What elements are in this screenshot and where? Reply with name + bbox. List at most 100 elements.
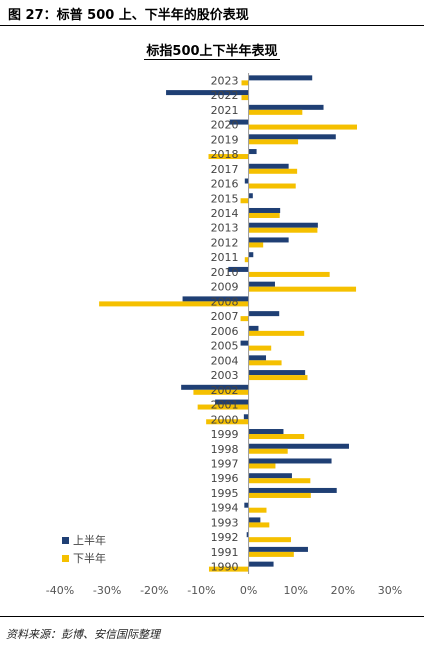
category-label-2009: 2009	[211, 281, 239, 294]
bar-h2-1991	[248, 551, 294, 557]
category-label-2005: 2005	[211, 340, 239, 353]
bar-h2-2002	[193, 389, 249, 395]
bar-h1-2017	[248, 163, 289, 169]
x-tick-label: 10%	[283, 584, 307, 597]
bar-h2-2004	[248, 360, 282, 366]
bar-h2-1990	[208, 566, 249, 572]
bar-h2-1999	[248, 434, 305, 440]
bar-h1-1991	[248, 546, 308, 552]
bar-h1-2006	[248, 325, 259, 331]
x-tick-label: 20%	[331, 584, 355, 597]
bar-h1-2002	[181, 384, 249, 390]
bar-h1-2023	[248, 75, 313, 81]
bar-h1-2004	[248, 355, 267, 361]
category-label-2015: 2015	[211, 192, 239, 205]
category-label-1994: 1994	[211, 502, 239, 515]
bar-h1-1999	[248, 429, 284, 435]
bar-h1-2013	[248, 222, 318, 228]
category-label-2006: 2006	[211, 325, 239, 338]
bar-h2-2015	[240, 198, 249, 204]
category-label-2012: 2012	[211, 236, 239, 249]
category-label-2010: 2010	[211, 266, 239, 279]
bar-h1-2011	[248, 252, 254, 258]
bar-h2-2017	[248, 168, 298, 174]
bar-chart: 2023202220212020201920182017201620152014…	[46, 73, 402, 597]
x-tick-label: -30%	[93, 584, 121, 597]
bar-h2-2018	[208, 154, 249, 160]
category-label-2023: 2023	[211, 74, 239, 87]
figure-title: 图 27：标普 500 上、下半年的股价表现	[0, 0, 424, 26]
category-label-1995: 1995	[211, 487, 239, 500]
bar-h1-2021	[248, 104, 324, 110]
category-label-1999: 1999	[211, 428, 239, 441]
bar-h2-1995	[248, 492, 311, 498]
bar-h1-2015	[248, 193, 253, 199]
bar-h1-1994	[244, 502, 249, 508]
bar-h1-2022	[166, 90, 249, 96]
bar-h2-2020	[248, 124, 357, 130]
bar-h1-2010	[228, 266, 249, 272]
source-note: 资料来源：彭博、安信国际整理	[0, 616, 424, 642]
bar-h2-2006	[248, 330, 305, 336]
x-tick-label: 0%	[240, 584, 257, 597]
category-label-2000: 2000	[211, 413, 239, 426]
bar-h2-2007	[240, 316, 249, 322]
bar-h2-2013	[248, 227, 318, 233]
bar-h2-1992	[248, 537, 291, 543]
category-label-1993: 1993	[211, 516, 239, 529]
legend-label-h1: 上半年	[73, 534, 106, 547]
category-label-1992: 1992	[211, 531, 239, 544]
bar-h1-2014	[248, 207, 281, 213]
bar-h2-2019	[248, 139, 299, 145]
bar-h1-2016	[244, 178, 249, 184]
bar-h1-2019	[248, 134, 336, 140]
bar-h2-2012	[248, 242, 264, 248]
category-label-2022: 2022	[211, 89, 239, 102]
category-label-2008: 2008	[211, 295, 239, 308]
legend-swatch-h2	[62, 554, 69, 562]
category-label-2003: 2003	[211, 369, 239, 382]
bar-h1-1990	[248, 561, 274, 567]
bar-h2-2010	[248, 271, 330, 277]
category-label-2018: 2018	[211, 148, 239, 161]
bar-h1-2001	[215, 399, 249, 405]
category-label-2002: 2002	[211, 384, 239, 397]
x-tick-label: -20%	[140, 584, 168, 597]
bar-h2-1998	[248, 448, 288, 454]
bar-h1-2003	[248, 370, 306, 376]
bar-h1-2007	[248, 311, 280, 317]
bar-h1-1995	[248, 487, 337, 493]
bar-h1-1998	[248, 443, 349, 449]
x-tick-label: 30%	[378, 584, 402, 597]
bar-h2-2014	[248, 212, 280, 218]
category-label-2021: 2021	[211, 104, 239, 117]
legend-swatch-h1	[62, 536, 69, 544]
legend-item-h1: 上半年	[62, 531, 106, 549]
bar-h2-1993	[248, 522, 270, 528]
bar-h1-2000	[243, 414, 249, 420]
x-tick-label: -40%	[46, 584, 74, 597]
bar-h1-1997	[248, 458, 332, 464]
chart-title: 标指500上下半年表现	[0, 40, 424, 60]
bar-h2-1996	[248, 478, 311, 484]
legend-item-h2: 下半年	[62, 549, 106, 567]
bar-h2-2022	[241, 95, 249, 101]
bar-h2-2003	[248, 375, 308, 381]
bar-h1-2009	[248, 281, 275, 287]
bar-h1-2012	[248, 237, 289, 243]
bar-h2-2023	[241, 80, 249, 86]
bar-h2-2011	[244, 257, 249, 263]
bar-h2-2000	[206, 419, 249, 425]
category-label-2004: 2004	[211, 354, 239, 367]
bar-h2-2005	[248, 345, 272, 351]
category-label-2001: 2001	[211, 399, 239, 412]
bar-h2-2001	[197, 404, 249, 410]
category-label-1998: 1998	[211, 443, 239, 456]
category-label-1991: 1991	[211, 546, 239, 559]
bar-h2-1997	[248, 463, 276, 469]
x-tick-label: -10%	[187, 584, 215, 597]
bar-h1-1996	[248, 473, 292, 479]
bar-h2-2021	[248, 109, 303, 115]
legend-label-h2: 下半年	[73, 552, 106, 565]
chart-legend: 上半年 下半年	[62, 531, 106, 567]
